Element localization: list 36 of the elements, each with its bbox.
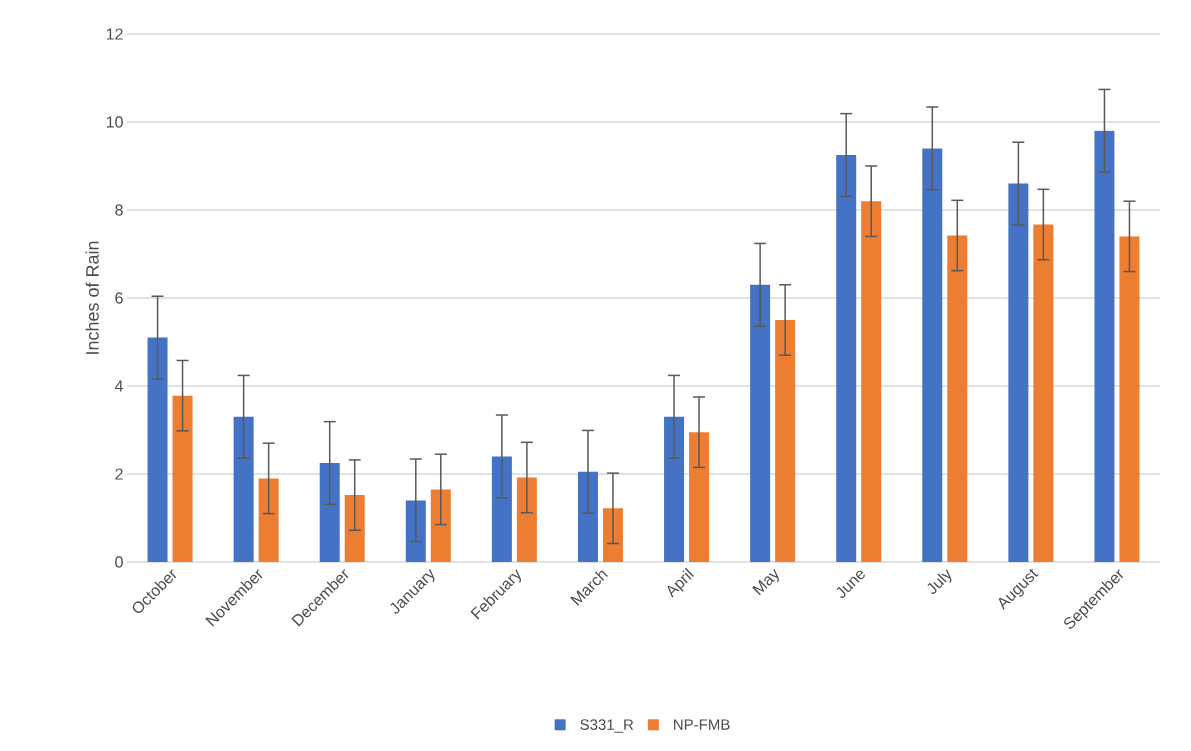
y-tick-label: 0 <box>115 556 123 568</box>
bar <box>861 201 882 562</box>
bar <box>430 489 451 562</box>
bar <box>1119 236 1140 562</box>
bar <box>1008 183 1029 562</box>
bar <box>689 432 710 562</box>
bar <box>775 319 796 562</box>
bar <box>922 148 943 562</box>
bar <box>750 284 771 562</box>
bar <box>344 495 365 562</box>
bar <box>172 395 193 562</box>
y-axis-title: Inches of Rain <box>85 241 99 354</box>
bar <box>516 477 537 562</box>
y-tick-label: 4 <box>114 380 123 392</box>
bar <box>319 462 340 562</box>
legend-label: S331_R <box>580 719 634 733</box>
bar <box>258 478 279 562</box>
bar <box>577 471 598 562</box>
bar <box>491 456 512 562</box>
y-tick-label: 12 <box>106 28 123 40</box>
y-tick-label: 2 <box>115 468 123 480</box>
bar <box>664 416 685 562</box>
y-tick-label: 10 <box>106 116 123 128</box>
bar <box>836 154 857 562</box>
y-tick-label: 8 <box>115 204 123 216</box>
bar <box>1094 130 1115 562</box>
bar <box>1033 224 1054 562</box>
x-tick-label: July <box>927 569 952 594</box>
bar <box>147 337 168 562</box>
bar <box>602 508 623 562</box>
legend-label: NP-FMB <box>674 719 730 730</box>
x-tick-label: May <box>752 568 779 596</box>
bar <box>405 500 426 562</box>
bar <box>947 235 968 562</box>
bar <box>233 416 254 562</box>
y-tick-label: 6 <box>115 292 123 304</box>
